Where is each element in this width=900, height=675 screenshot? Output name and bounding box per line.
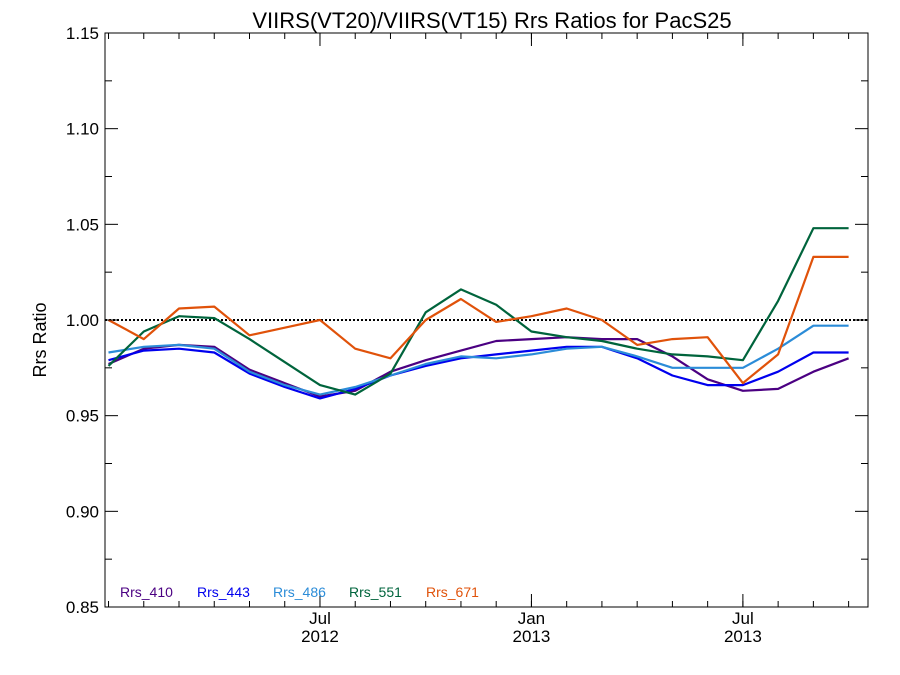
series-line-rrs-671 (107, 255, 849, 385)
series-line-rrs-551 (107, 227, 849, 396)
y-tick-label: 0.85 (66, 598, 99, 617)
x-tick-year-label: 2012 (301, 627, 339, 646)
y-axis-label: Rrs Ratio (30, 302, 50, 377)
series-line-rrs-443 (108, 345, 849, 400)
x-tick-month-label: Jul (309, 609, 331, 628)
legend-label-rrs-486: Rrs_486 (273, 584, 326, 600)
y-tick-label: 1.15 (66, 24, 99, 43)
y-tick-label: 1.05 (66, 215, 99, 234)
y-tick-label: 0.95 (66, 407, 99, 426)
y-tick-label: 1.10 (66, 120, 99, 139)
chart-title: VIIRS(VT20)/VIIRS(VT15) Rrs Ratios for P… (252, 8, 731, 33)
x-tick-year-label: 2013 (724, 627, 762, 646)
y-axis: 0.85 0.90 0.95 1.00 1.05 1.10 1.15 (66, 24, 868, 617)
x-tick-month-label: Jan (518, 609, 545, 628)
legend: Rrs_410 Rrs_443 Rrs_486 Rrs_551 Rrs_671 (120, 584, 479, 600)
x-tick-month-label: Jul (732, 609, 754, 628)
x-tick-year-label: 2013 (513, 627, 551, 646)
legend-label-rrs-671: Rrs_671 (426, 584, 479, 600)
legend-label-rrs-443: Rrs_443 (197, 584, 250, 600)
y-tick-label: 1.00 (66, 311, 99, 330)
legend-label-rrs-410: Rrs_410 (120, 584, 173, 600)
series-layer (107, 227, 849, 400)
series-line-rrs-486 (108, 324, 849, 396)
legend-label-rrs-551: Rrs_551 (349, 584, 402, 600)
y-tick-label: 0.90 (66, 502, 99, 521)
